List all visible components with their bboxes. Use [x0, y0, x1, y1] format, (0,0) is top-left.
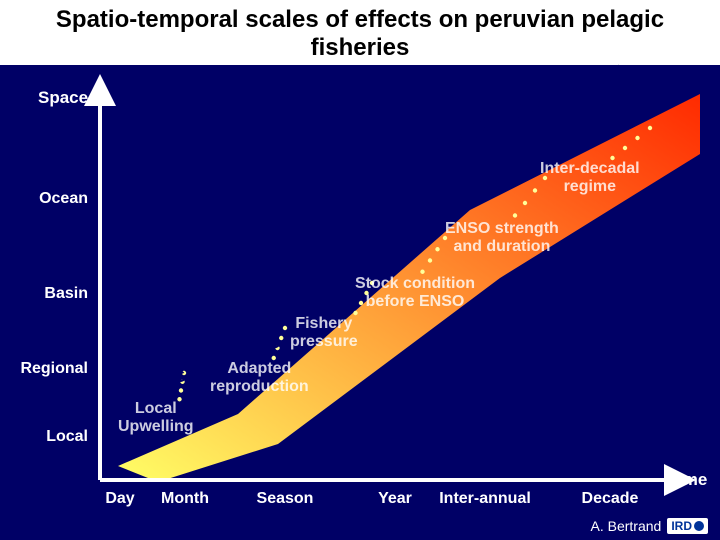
y-tick: Local [8, 428, 88, 446]
attribution: A. Bertrand IRD [591, 518, 709, 534]
x-tick: Year [345, 490, 445, 508]
y-axis-label: Space [38, 88, 88, 108]
x-tick: Inter-annual [435, 490, 535, 508]
x-tick: Season [235, 490, 335, 508]
y-tick: Basin [8, 285, 88, 303]
note: Fisherypressure [290, 315, 358, 350]
note: Adaptedreproduction [210, 360, 309, 395]
note: ENSO strengthand duration [445, 220, 559, 255]
x-axis-label: Time [668, 470, 707, 490]
x-tick: Decade [560, 490, 660, 508]
y-tick: Ocean [8, 190, 88, 208]
note: Inter-decadalregime [540, 160, 640, 195]
y-tick: Regional [8, 360, 88, 378]
note: Stock conditionbefore ENSO [355, 275, 475, 310]
x-tick: Month [135, 490, 235, 508]
ird-text: IRD [671, 519, 692, 533]
diagram-stage: Space Time OceanBasinRegionalLocal DayMo… [0, 70, 720, 540]
globe-icon [694, 521, 704, 531]
ird-logo: IRD [667, 518, 708, 534]
page-title: Spatio-temporal scales of effects on per… [0, 0, 720, 65]
note: LocalUpwelling [118, 400, 194, 435]
author: A. Bertrand [591, 518, 662, 534]
